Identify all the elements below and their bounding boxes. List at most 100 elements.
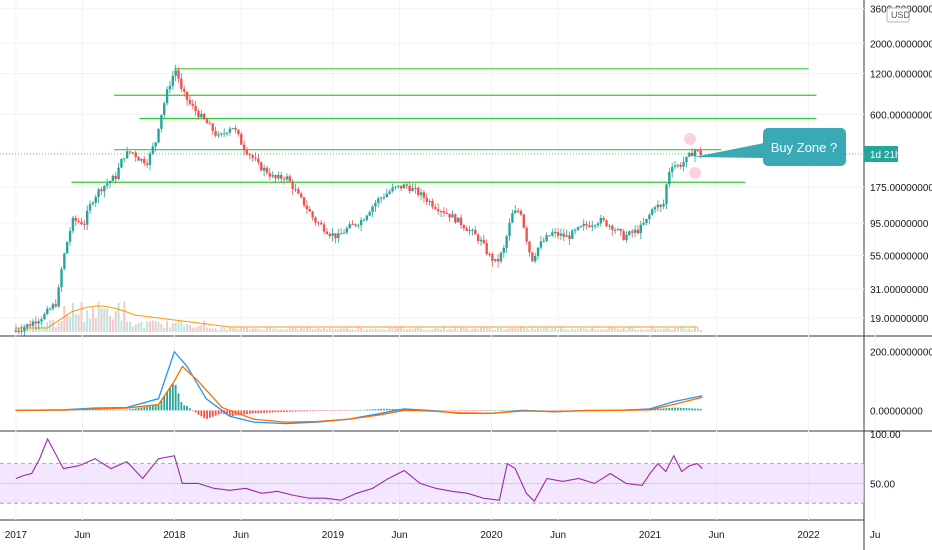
volume-bar [385, 329, 388, 332]
candle-body [545, 235, 548, 241]
rsi-tick-label: 100.00 [870, 430, 901, 441]
macd-hist-bar [143, 406, 146, 411]
macd-hist-bar [131, 408, 134, 411]
time-axis[interactable]: 2017 Jun 2018 Jun 2019 Jun 2020 Jun 2021 Jun 2022 J… [5, 530, 881, 541]
volume-bar [223, 327, 226, 332]
price-axis[interactable]: 3600.000000002000.000000001200.000000006… [870, 5, 932, 491]
volume-bar [291, 327, 294, 332]
macd-hist-bar [314, 410, 317, 412]
macd-hist-bar [189, 408, 191, 411]
candle-body [619, 229, 623, 232]
volume-bar [622, 327, 625, 332]
candle-body [268, 172, 272, 177]
macd-hist-bar [471, 410, 474, 411]
macd-hist-bar [557, 410, 559, 411]
candle-body [123, 158, 126, 160]
volume-bar [314, 329, 317, 332]
candle-body [382, 197, 386, 199]
candle-body [34, 321, 38, 324]
volume-bar [265, 327, 268, 332]
candle-body [451, 214, 454, 218]
candlesticks [14, 64, 702, 336]
candle-body [174, 70, 177, 76]
candle-body [185, 91, 189, 100]
candle-body [28, 324, 32, 326]
candle-body [665, 184, 668, 205]
macd-hist-bar [311, 410, 314, 412]
macd-hist-bar [691, 408, 694, 411]
candle-body [220, 133, 223, 135]
candle-body [88, 204, 92, 211]
volume-bar [388, 327, 391, 332]
volume-bar [297, 329, 300, 332]
candle-body [317, 222, 320, 224]
candle-body [673, 165, 677, 168]
candle-body [114, 175, 117, 180]
macd-hist-bar [89, 409, 91, 411]
volume-bar [29, 326, 32, 332]
candle-body [431, 201, 434, 208]
candle-body [237, 129, 240, 135]
volume-bar [417, 327, 420, 332]
macd-hist-bar [174, 384, 177, 411]
candle-body [525, 227, 528, 242]
volume-bar [186, 323, 189, 332]
volume-bar [608, 327, 611, 332]
macd-hist-bar [303, 410, 305, 412]
candle-body [194, 105, 197, 112]
candle-body [579, 226, 583, 228]
volume-bar [334, 329, 337, 332]
candle-body [37, 321, 40, 324]
macd-hist-bar [231, 410, 234, 416]
volume-bar [577, 328, 580, 332]
macd-hist-bar [694, 408, 696, 411]
candle-body [551, 232, 554, 236]
volume-bar [146, 321, 149, 332]
macd-hist-bar [482, 410, 485, 411]
candle-body [308, 208, 311, 212]
volume-bar [591, 327, 594, 332]
candle-body [265, 167, 269, 173]
macd-hist-bar [348, 410, 351, 411]
macd-hist-bar [308, 410, 311, 412]
candle-body [191, 103, 194, 106]
volume-bar [180, 320, 183, 332]
currency-button[interactable]: USD [886, 7, 911, 23]
candle-body [134, 152, 137, 158]
candle-body [417, 187, 420, 195]
volume-bar [94, 317, 97, 332]
macd-hist-bar [668, 407, 671, 411]
volume-bar [411, 329, 414, 332]
volume-bar [166, 320, 169, 332]
candle-body [140, 158, 143, 161]
candle-body [419, 192, 423, 195]
volume-bar [639, 329, 642, 332]
candle-body [151, 146, 155, 154]
candle-body [311, 211, 314, 218]
volume-bar [380, 329, 383, 332]
candle-body [68, 231, 72, 242]
time-tick-label: 2020 [480, 530, 503, 541]
candle-body [319, 222, 323, 225]
volume-bar [505, 329, 508, 332]
macd-hist-bar [166, 391, 168, 411]
volume-bar [348, 329, 351, 332]
volume-bar [317, 327, 320, 332]
volume-bar [46, 322, 49, 332]
volume-bar [337, 329, 340, 332]
macd-hist-bar [343, 410, 345, 411]
candle-body [534, 255, 537, 262]
price-tag-label: 1d 21h [870, 150, 901, 161]
volume-bar [545, 327, 548, 332]
candle-body [91, 202, 95, 205]
macd-hist-bar [240, 410, 243, 415]
volume-bar [634, 329, 637, 332]
volume-bar [656, 329, 659, 332]
time-tick-label: 2018 [163, 530, 186, 541]
macd-hist-bar [696, 408, 699, 411]
macd-hist-bar [323, 410, 325, 411]
macd-hist-bar [371, 409, 374, 411]
macd-hist-bar [194, 410, 197, 413]
volume-bar [377, 329, 380, 332]
volume-bar [448, 328, 451, 332]
